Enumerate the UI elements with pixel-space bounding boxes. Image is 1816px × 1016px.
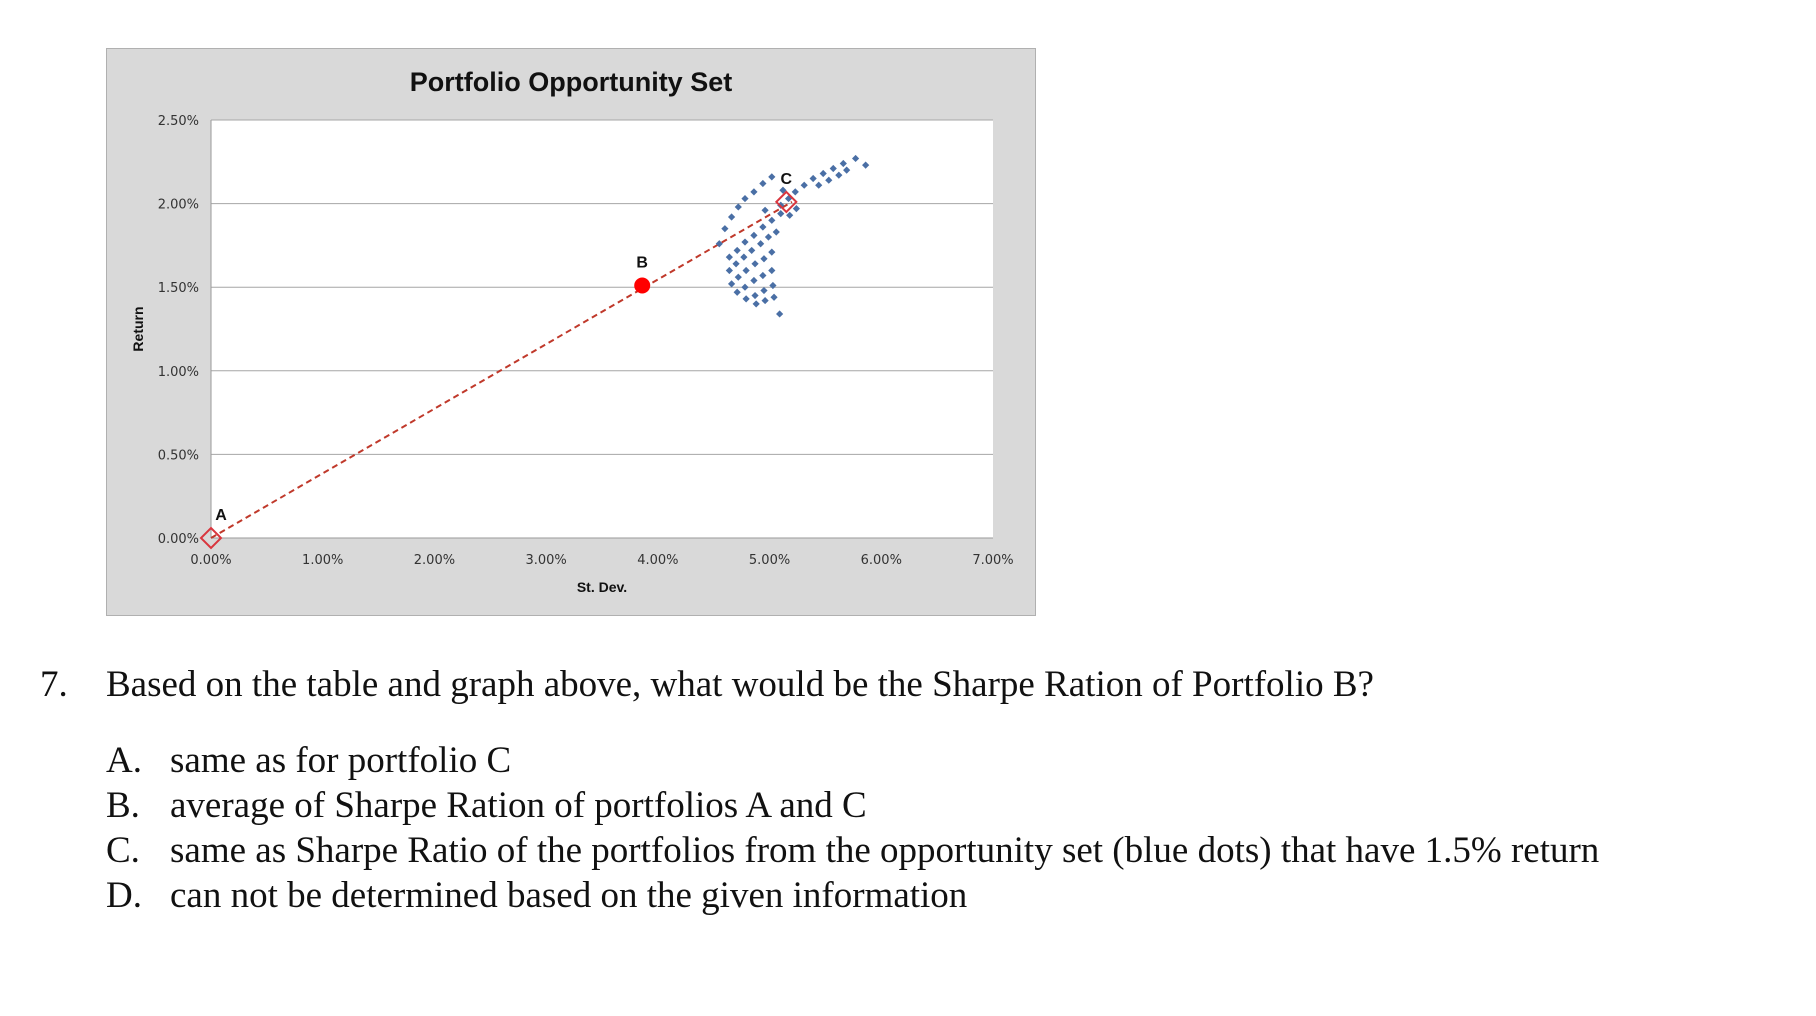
question-text: Based on the table and graph above, what…: [106, 664, 1374, 705]
data-point: [733, 246, 741, 255]
portfolio-marker: [634, 277, 651, 294]
data-point: [760, 255, 768, 263]
x-tick-label: 4.00%: [637, 553, 678, 568]
y-tick-label: 1.50%: [158, 281, 199, 296]
data-point: [768, 216, 776, 224]
x-tick-labels: 0.00% 1.00% 2.00% 3.00% 4.00% 5.00% 6.00% 7.00%: [190, 553, 1013, 568]
option-text: can not be determined based on the given…: [170, 875, 968, 916]
data-point: [809, 174, 817, 183]
y-axis-title: Return: [130, 306, 146, 351]
data-point: [815, 181, 823, 189]
data-point: [800, 181, 808, 189]
x-tick-label: 5.00%: [749, 553, 790, 568]
x-tick-label: 3.00%: [525, 553, 566, 568]
option-text: same as for portfolio C: [170, 740, 512, 781]
question-block: 7. Based on the table and graph above, w…: [40, 662, 1800, 918]
x-tick-label: 2.00%: [414, 553, 455, 568]
data-point: [851, 154, 860, 163]
data-point: [741, 194, 749, 203]
data-point: [759, 179, 767, 188]
data-point: [825, 176, 833, 184]
grid-lines: [210, 119, 993, 539]
data-point: [769, 281, 777, 290]
data-point: [770, 293, 778, 301]
data-point: [721, 225, 729, 233]
data-point: [733, 288, 741, 296]
data-point: [751, 291, 759, 300]
answer-options: A. same as for portfolio C B. average of…: [40, 738, 1800, 918]
y-tick-label: 0.50%: [158, 448, 199, 463]
data-point: [779, 186, 787, 194]
x-axis-title: St. Dev.: [577, 579, 627, 595]
question: 7. Based on the table and graph above, w…: [40, 662, 1800, 708]
data-point: [835, 171, 843, 179]
question-number: 7.: [40, 664, 68, 705]
data-point: [757, 240, 765, 248]
option-a[interactable]: A. same as for portfolio C: [106, 738, 1800, 783]
option-letter: D.: [106, 875, 142, 916]
data-point: [741, 238, 749, 246]
chart-title: Portfolio Opportunity Set: [410, 67, 732, 97]
x-tick-label: 0.00%: [190, 553, 231, 568]
data-point: [777, 210, 785, 218]
option-c[interactable]: C. same as Sharpe Ratio of the portfolio…: [106, 828, 1800, 873]
option-d[interactable]: D. can not be determined based on the gi…: [106, 873, 1800, 918]
data-point: [740, 253, 748, 261]
data-point: [819, 169, 827, 178]
x-tick-label: 7.00%: [972, 553, 1013, 568]
portfolio-marker: [199, 526, 223, 550]
data-point: [791, 188, 799, 196]
data-point: [768, 248, 776, 256]
portfolio-label: B: [636, 255, 648, 272]
data-point: [742, 295, 750, 303]
y-tick-label: 1.00%: [158, 365, 199, 380]
labeled-portfolios: A B C: [199, 171, 798, 550]
dashed-line: [210, 201, 793, 539]
option-text: average of Sharpe Ration of portfolios A…: [170, 785, 867, 826]
y-tick-label: 2.00%: [158, 198, 199, 213]
option-text: same as Sharpe Ratio of the portfolios f…: [170, 830, 1600, 871]
data-point: [750, 188, 758, 196]
plot-area: [211, 120, 993, 538]
capital-allocation-line: [210, 201, 793, 539]
data-point: [776, 310, 784, 318]
data-point: [751, 260, 759, 268]
option-letter: A.: [106, 740, 142, 781]
chart-frame: Portfolio Opportunity Set 0.00% 0.50% 1.00…: [106, 48, 1036, 616]
data-point: [715, 240, 723, 248]
data-point: [786, 211, 794, 219]
portfolio-label: A: [215, 507, 227, 524]
option-letter: B.: [106, 785, 140, 826]
option-b[interactable]: B. average of Sharpe Ration of portfolio…: [106, 783, 1800, 828]
portfolio-label: C: [781, 171, 793, 188]
data-point: [761, 296, 769, 305]
data-point: [843, 166, 851, 174]
data-point: [760, 286, 768, 295]
y-tick-label: 0.00%: [158, 532, 199, 547]
data-point: [764, 233, 773, 241]
data-point: [862, 161, 870, 169]
portfolio-marker: [774, 190, 798, 214]
data-point: [727, 213, 736, 221]
data-point: [750, 231, 758, 239]
option-letter: C.: [106, 830, 140, 871]
portfolio-chart: Portfolio Opportunity Set 0.00% 0.50% 1.00…: [130, 67, 1014, 595]
data-point: [734, 203, 742, 211]
y-tick-labels: 0.00% 0.50% 1.00% 1.50% 2.00% 2.50%: [158, 114, 199, 547]
data-point: [748, 246, 756, 255]
data-point: [732, 260, 740, 268]
data-point: [761, 206, 769, 214]
data-point: [725, 253, 733, 261]
data-point: [772, 228, 780, 236]
data-point: [741, 283, 749, 291]
x-tick-label: 1.00%: [302, 553, 343, 568]
x-tick-label: 6.00%: [861, 553, 902, 568]
data-point: [752, 300, 760, 308]
data-point: [768, 173, 776, 181]
data-point: [829, 164, 837, 173]
data-point: [759, 223, 767, 231]
data-point: [792, 205, 800, 213]
y-tick-label: 2.50%: [158, 114, 199, 129]
